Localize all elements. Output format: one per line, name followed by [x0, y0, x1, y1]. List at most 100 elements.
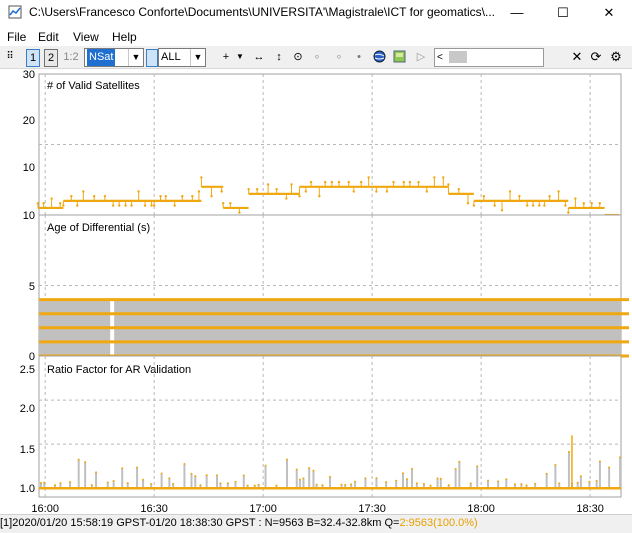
ratio-point: [302, 477, 305, 480]
ratio-point: [619, 456, 622, 459]
ratio-point: [312, 469, 315, 472]
nsat-point: [221, 202, 225, 205]
panel-valid-satellites: # of Valid Satellites 30 20 10: [23, 69, 622, 221]
ytick-label: 20: [23, 115, 35, 127]
xtick-label: 16:30: [140, 503, 168, 514]
nsat-point: [124, 204, 127, 207]
xtick-label: 18:30: [576, 503, 604, 514]
nsat-point: [318, 195, 321, 198]
point-icon[interactable]: ∘: [335, 51, 343, 63]
ratio-point: [505, 478, 508, 481]
nsat-point: [137, 190, 140, 193]
chart-title-age: Age of Differential (s): [47, 222, 150, 234]
fit-vertical-icon[interactable]: ↕: [276, 51, 282, 63]
xtick-label: 18:00: [467, 503, 495, 514]
ratio-point: [168, 477, 171, 480]
nsat-point: [58, 202, 62, 205]
nsat-point: [181, 195, 184, 198]
nsat-point: [309, 180, 313, 184]
chart-title-ratio: Ratio Factor for AR Validation: [47, 364, 191, 376]
status-text: [1]2020/01/20 15:58:19 GPST-01/20 18:38:…: [0, 517, 400, 529]
panel-age-of-differential: Age of Differential (s) 10 5 0: [23, 210, 629, 363]
menu-help[interactable]: Help: [112, 30, 137, 44]
nsat-point: [62, 204, 65, 207]
nsat-point: [143, 204, 147, 207]
reload-icon[interactable]: ⟳: [590, 49, 602, 64]
dot-icon[interactable]: •: [357, 51, 361, 63]
title-bar: C:\Users\Francesco Conforte\Documents\UN…: [0, 0, 632, 26]
plot-2-button[interactable]: 2: [44, 49, 58, 67]
ratio-point: [579, 475, 582, 478]
ratio-point: [415, 482, 418, 485]
ratio-point: [354, 480, 357, 483]
nsat-point: [548, 195, 551, 198]
menu-view[interactable]: View: [73, 30, 99, 44]
nsat-point: [417, 180, 420, 184]
nsat-point: [359, 180, 363, 184]
plot-area[interactable]: # of Valid Satellites 30 20 10 Age of Di…: [0, 68, 632, 514]
ytick-label: 2.0: [20, 403, 35, 415]
nsat-point: [518, 195, 521, 198]
nsat-point: [352, 190, 355, 193]
plot-type-select[interactable]: NSat ▼: [84, 48, 144, 67]
close-icon[interactable]: ✕: [571, 49, 583, 64]
nsat-point: [238, 211, 241, 214]
frequency-button[interactable]: [146, 49, 158, 67]
nsat-point: [508, 190, 512, 193]
nsat-point: [164, 195, 167, 198]
chevron-down-icon[interactable]: ▼: [236, 52, 244, 61]
toolbar: ⠿ 1 2 1:2 NSat ▼ ALL ▼ + ▼ ↔ ↕ ⊙ ∘ ∘ • ▷…: [0, 46, 632, 69]
nsat-point: [392, 180, 395, 184]
ytick-label: 1.5: [20, 444, 35, 456]
fit-horizontal-icon[interactable]: ↔: [253, 51, 265, 63]
nsat-point: [590, 202, 593, 205]
nsat-point: [70, 195, 73, 198]
ratio-point: [513, 483, 516, 486]
chevron-down-icon: ▼: [128, 49, 143, 66]
ratio-point: [315, 483, 318, 486]
xtick-label: 17:00: [249, 503, 277, 514]
ratio-point: [321, 484, 324, 487]
play-icon[interactable]: ▷: [416, 51, 426, 63]
time-scrollbar[interactable]: <: [434, 48, 544, 67]
ratio-point: [308, 467, 311, 470]
map-icon[interactable]: [393, 50, 406, 63]
nsat-point: [191, 195, 194, 198]
globe-icon[interactable]: [373, 50, 386, 63]
ratio-point: [215, 474, 218, 477]
nsat-point: [159, 195, 162, 198]
ratio-point: [458, 460, 461, 463]
nsat-point: [385, 190, 389, 193]
menu-bar: File Edit View Help: [0, 27, 632, 47]
menu-file[interactable]: File: [7, 30, 27, 44]
ratio-point: [422, 482, 425, 485]
ytick-label: 2.5: [20, 364, 35, 376]
menu-edit[interactable]: Edit: [38, 30, 59, 44]
nsat-point: [408, 180, 412, 184]
ratio-point: [275, 484, 278, 487]
minimize-button[interactable]: —: [510, 5, 524, 20]
satellite-filter-select[interactable]: ALL ▼: [158, 48, 206, 67]
nsat-point: [220, 190, 223, 193]
ratio-point: [112, 480, 115, 483]
ratio-point: [554, 463, 557, 466]
close-window-button[interactable]: ✕: [603, 5, 615, 20]
origin-icon[interactable]: ∘: [313, 51, 321, 63]
ratio-point: [253, 484, 256, 487]
scroll-thumb[interactable]: [449, 51, 467, 63]
center-icon[interactable]: ⊙: [293, 51, 303, 63]
nsat-point: [229, 202, 232, 205]
crosshair-icon[interactable]: +: [222, 51, 230, 63]
ratio-point: [264, 464, 267, 467]
ratio-point: [121, 467, 124, 470]
plot-1-2-button[interactable]: 1:2: [63, 51, 79, 63]
plot-1-button[interactable]: 1: [26, 49, 40, 67]
scroll-left-icon[interactable]: <: [437, 52, 443, 63]
gear-icon[interactable]: ⚙: [610, 49, 622, 64]
ratio-point: [205, 474, 208, 477]
maximize-button[interactable]: ☐: [557, 5, 569, 20]
xtick-label: 16:00: [31, 503, 59, 514]
nsat-point: [367, 176, 370, 179]
nsat-point: [543, 204, 546, 207]
nsat-point: [425, 190, 428, 193]
